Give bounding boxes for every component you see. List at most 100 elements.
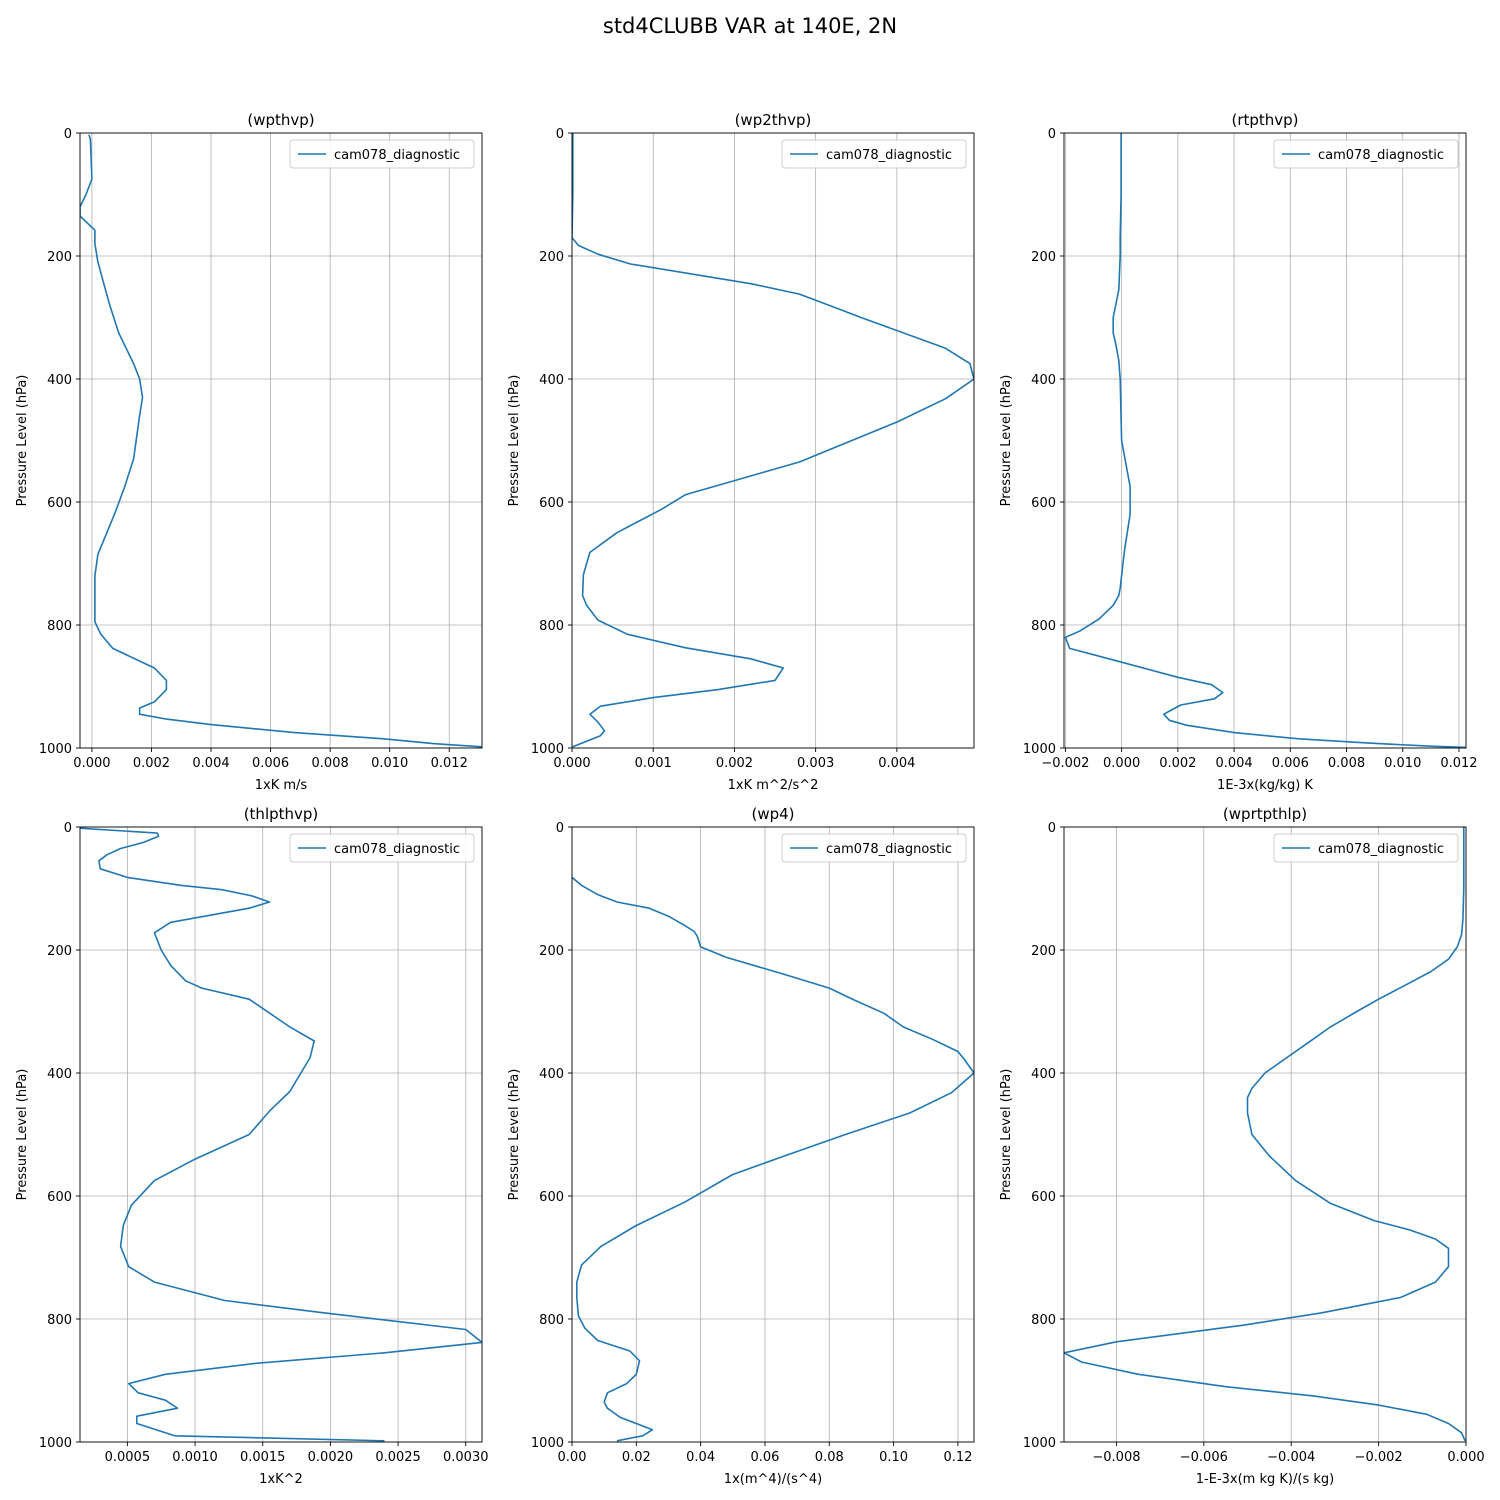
subplot-4: 0.00 0.02 0.04 0.06 0.08 0.10 0.12 0 200 400 600 80… xyxy=(507,805,975,1487)
series-line-0 xyxy=(1064,827,1466,1442)
y-tick-label: 600 xyxy=(47,496,72,511)
x-tick-label: −0.002 xyxy=(1355,1450,1403,1465)
subplot-title: (wprtpthlp) xyxy=(1223,805,1307,823)
subplot-title: (thlpthvp) xyxy=(244,805,319,823)
x-tick-label: 0.0005 xyxy=(105,1450,151,1465)
legend-label: cam078_diagnostic xyxy=(826,148,952,163)
x-tick-label: 0.004 xyxy=(1215,756,1252,771)
x-tick-label: 0.002 xyxy=(133,756,170,771)
y-tick-label: 800 xyxy=(1031,1313,1056,1328)
y-tick-label: 800 xyxy=(1031,619,1056,634)
x-tick-label: −0.004 xyxy=(1267,1450,1315,1465)
y-tick-label: 800 xyxy=(539,1313,564,1328)
legend-box xyxy=(289,833,475,863)
y-tick-label: 600 xyxy=(1031,1190,1056,1205)
y-axis-label: Pressure Level (hPa) xyxy=(507,1069,522,1201)
x-tick-label: −0.002 xyxy=(1041,756,1089,771)
y-tick-label: 400 xyxy=(47,373,72,388)
series-line-0 xyxy=(80,827,482,1442)
legend-label: cam078_diagnostic xyxy=(334,148,460,163)
x-tick-label: 0.0020 xyxy=(308,1450,354,1465)
x-axis-label: 1x(m^4)/(s^4) xyxy=(724,1472,822,1487)
x-tick-label: 0.0010 xyxy=(172,1450,218,1465)
x-tick-label: 0.010 xyxy=(371,756,408,771)
series-line-0 xyxy=(572,876,974,1442)
y-axis-label: Pressure Level (hPa) xyxy=(507,375,522,507)
legend-box xyxy=(781,139,967,169)
x-tick-label: 0.0015 xyxy=(240,1450,286,1465)
y-tick-label: 600 xyxy=(539,496,564,511)
y-tick-label: 200 xyxy=(1031,250,1056,265)
x-tick-label: 0.008 xyxy=(312,756,349,771)
series-line-0 xyxy=(572,133,974,748)
x-tick-label: 0.002 xyxy=(1159,756,1196,771)
y-tick-label: 1000 xyxy=(1023,1436,1056,1451)
x-tick-label: 0.012 xyxy=(431,756,468,771)
x-axis-label: 1-E-3x(m kg K)/(s kg) xyxy=(1196,1472,1334,1487)
y-tick-label: 600 xyxy=(47,1190,72,1205)
legend-label: cam078_diagnostic xyxy=(334,842,460,857)
x-axis-label: 1xK^2 xyxy=(259,1472,303,1487)
subplot-title: (wpthvp) xyxy=(247,111,314,129)
subplot-title: (wp4) xyxy=(751,805,794,823)
y-tick-label: 400 xyxy=(539,1067,564,1082)
y-tick-label: 600 xyxy=(1031,496,1056,511)
y-tick-label: 0 xyxy=(556,821,564,836)
x-axis-label: 1xK m^2/s^2 xyxy=(728,778,819,793)
x-tick-label: −0.006 xyxy=(1180,1450,1228,1465)
series-line-0 xyxy=(1064,133,1466,748)
subplot-1: 0.000 0.001 0.002 0.003 0.004 0 200 400 600 800 10… xyxy=(507,111,975,793)
y-tick-label: 200 xyxy=(47,944,72,959)
legend-box xyxy=(1273,833,1459,863)
series-line-0 xyxy=(80,134,482,748)
x-tick-label: 0.012 xyxy=(1440,756,1477,771)
y-tick-label: 800 xyxy=(47,1313,72,1328)
y-tick-label: 1000 xyxy=(531,742,564,757)
y-tick-label: 200 xyxy=(1031,944,1056,959)
x-tick-label: −0.008 xyxy=(1092,1450,1140,1465)
y-tick-label: 1000 xyxy=(39,1436,72,1451)
legend-label: cam078_diagnostic xyxy=(1318,148,1444,163)
y-tick-label: 1000 xyxy=(1023,742,1056,757)
x-tick-label: 0.000 xyxy=(1447,1450,1484,1465)
x-tick-label: 0.010 xyxy=(1384,756,1421,771)
x-tick-label: 0.003 xyxy=(797,756,834,771)
x-tick-label: 0.001 xyxy=(635,756,672,771)
x-tick-label: 0.0030 xyxy=(443,1450,489,1465)
legend-box xyxy=(781,833,967,863)
x-tick-label: 0.06 xyxy=(750,1450,779,1465)
y-axis-label: Pressure Level (hPa) xyxy=(15,375,30,507)
legend-label: cam078_diagnostic xyxy=(1318,842,1444,857)
axes-frame xyxy=(79,132,483,749)
x-tick-label: 0.0025 xyxy=(375,1450,421,1465)
y-tick-label: 400 xyxy=(1031,373,1056,388)
axes-frame xyxy=(571,826,975,1443)
y-axis-label: Pressure Level (hPa) xyxy=(15,1069,30,1201)
y-tick-label: 0 xyxy=(1048,127,1056,142)
x-tick-label: 0.006 xyxy=(1272,756,1309,771)
subplot-0: 0.000 0.002 0.004 0.006 0.008 0.010 0.012 0 200 4… xyxy=(15,111,483,793)
legend-box xyxy=(1273,139,1459,169)
y-tick-label: 200 xyxy=(539,944,564,959)
axes-frame xyxy=(79,826,483,1443)
x-tick-label: 0.002 xyxy=(716,756,753,771)
x-tick-label: 0.12 xyxy=(943,1450,972,1465)
y-axis-label: Pressure Level (hPa) xyxy=(999,1069,1014,1201)
x-tick-label: 0.00 xyxy=(558,1450,587,1465)
y-tick-label: 200 xyxy=(47,250,72,265)
axes-frame xyxy=(1063,132,1467,749)
x-tick-label: 0.006 xyxy=(252,756,289,771)
y-axis-label: Pressure Level (hPa) xyxy=(999,375,1014,507)
y-tick-label: 200 xyxy=(539,250,564,265)
y-tick-label: 800 xyxy=(539,619,564,634)
y-tick-label: 0 xyxy=(556,127,564,142)
x-tick-label: 0.004 xyxy=(192,756,229,771)
legend-label: cam078_diagnostic xyxy=(826,842,952,857)
subplot-title: (wp2thvp) xyxy=(735,111,812,129)
y-tick-label: 800 xyxy=(47,619,72,634)
x-tick-label: 0.008 xyxy=(1328,756,1365,771)
x-tick-label: 0.000 xyxy=(553,756,590,771)
x-tick-label: 0.000 xyxy=(73,756,110,771)
x-tick-label: 0.004 xyxy=(878,756,915,771)
